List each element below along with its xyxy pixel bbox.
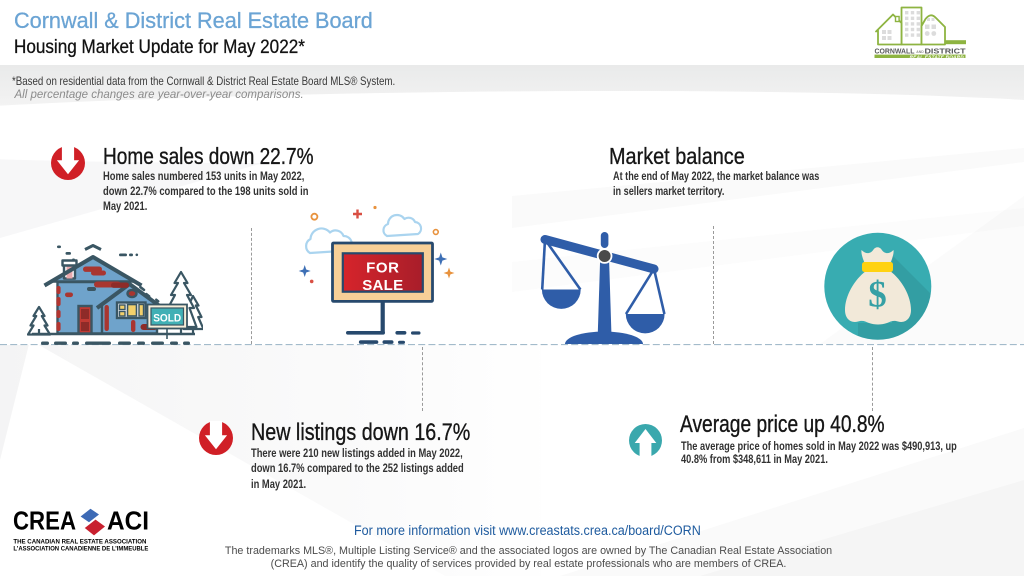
svg-text:SOLD: SOLD (153, 313, 181, 325)
svg-text:REAL ESTATE BOARD: REAL ESTATE BOARD (910, 54, 965, 58)
svg-text:SALE: SALE (362, 277, 403, 294)
svg-text:ACI: ACI (107, 506, 149, 536)
svg-text:AND: AND (916, 50, 924, 54)
svg-text:FOR: FOR (366, 260, 399, 277)
svg-text:L’ASSOCIATION CANADIENNE DE L’: L’ASSOCIATION CANADIENNE DE L’IMMEUBLE (13, 546, 149, 553)
svg-text:DISTRICT: DISTRICT (925, 47, 967, 56)
svg-text:CREA: CREA (13, 506, 76, 536)
svg-text:CORNWALL: CORNWALL (875, 47, 915, 56)
svg-text:$: $ (868, 275, 887, 316)
svg-text:THE CANADIAN REAL ESTATE ASSOC: THE CANADIAN REAL ESTATE ASSOCIATION (13, 539, 146, 546)
